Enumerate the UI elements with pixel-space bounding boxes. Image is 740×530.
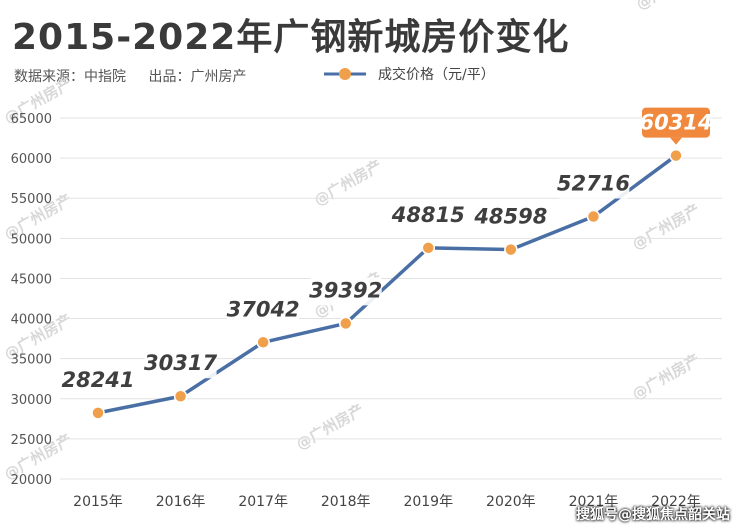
- y-tick-label: 50000: [11, 232, 52, 247]
- data-label-bg: [309, 277, 382, 306]
- x-tick-label: 2019年: [403, 494, 453, 510]
- data-label: 28241: [61, 368, 134, 392]
- chart-meta: 数据来源：中指院 出品：广州房产: [14, 66, 264, 86]
- publisher-text: 出品：广州房产: [148, 69, 247, 85]
- x-tick-label: 2015年: [73, 494, 123, 510]
- chart-title: 2015-2022年广钢新城房价变化: [12, 17, 570, 58]
- data-label: 30317: [144, 351, 217, 375]
- data-point: [504, 242, 518, 257]
- y-tick-label: 25000: [11, 433, 52, 448]
- data-point: [586, 209, 601, 224]
- data-point: [421, 241, 436, 255]
- legend-swatch: [324, 68, 366, 80]
- data-point: [669, 148, 683, 163]
- source-text: 数据来源：中指院: [14, 69, 126, 85]
- axis-layer: 20000 25000 30000 35000 40000 45000 50000 55000…: [11, 112, 701, 510]
- brand-watermark: @广州房产: [633, 0, 707, 13]
- x-tick-label: 2017年: [238, 494, 288, 510]
- legend: 成交价格（元/平）: [322, 64, 495, 84]
- series-line: [97, 154, 678, 415]
- y-tick-label: 55000: [11, 192, 52, 207]
- x-tick-label: 2016年: [156, 494, 206, 510]
- y-tick-label: 60000: [11, 152, 52, 167]
- y-tick-label: 35000: [11, 353, 52, 368]
- data-label: 48815: [391, 203, 465, 227]
- highlight-badge: [642, 107, 710, 138]
- highlight-pointer: [670, 137, 682, 145]
- data-label-bg: [227, 296, 300, 325]
- data-point: [91, 406, 105, 420]
- data-label-bg: [392, 201, 465, 230]
- data-point: [256, 335, 270, 350]
- x-tick-label: 2018年: [321, 494, 371, 510]
- data-label: 48598: [473, 205, 547, 229]
- y-tick-label: 65000: [11, 112, 52, 127]
- x-tick-label: 2021年: [569, 494, 619, 510]
- data-label-bg: [474, 203, 547, 232]
- y-tick-label: 20000: [11, 473, 52, 488]
- data-point: [338, 316, 353, 331]
- data-label: 37042: [227, 297, 300, 321]
- data-label: 39392: [309, 278, 382, 302]
- legend-label: 成交价格（元/平）: [378, 67, 495, 83]
- data-label-bg: [557, 170, 630, 199]
- grid-layer: [60, 117, 722, 480]
- x-tick-label: 2020年: [486, 494, 536, 510]
- data-label: 60314: [639, 111, 712, 135]
- brand-watermark: @广州房产: [293, 400, 367, 453]
- brand-watermark: @广州房产: [629, 200, 703, 253]
- y-tick-label: 40000: [11, 313, 52, 328]
- series-layer: [91, 148, 683, 420]
- data-label: 52716: [557, 172, 630, 196]
- x-tick-label: 2022年: [651, 494, 701, 510]
- data-label-bg: [62, 366, 134, 395]
- brand-watermark: @广州房产: [311, 156, 385, 209]
- source-watermark: 搜狐号@搜狐焦点韶关站: [576, 507, 730, 523]
- data-label-bg: [144, 350, 217, 379]
- label-layer: 28241 30317 37042 39392 48815 48598 52716 60314: [61, 107, 713, 395]
- y-tick-label: 45000: [11, 272, 52, 287]
- y-tick-label: 30000: [11, 393, 52, 408]
- data-point: [173, 389, 188, 403]
